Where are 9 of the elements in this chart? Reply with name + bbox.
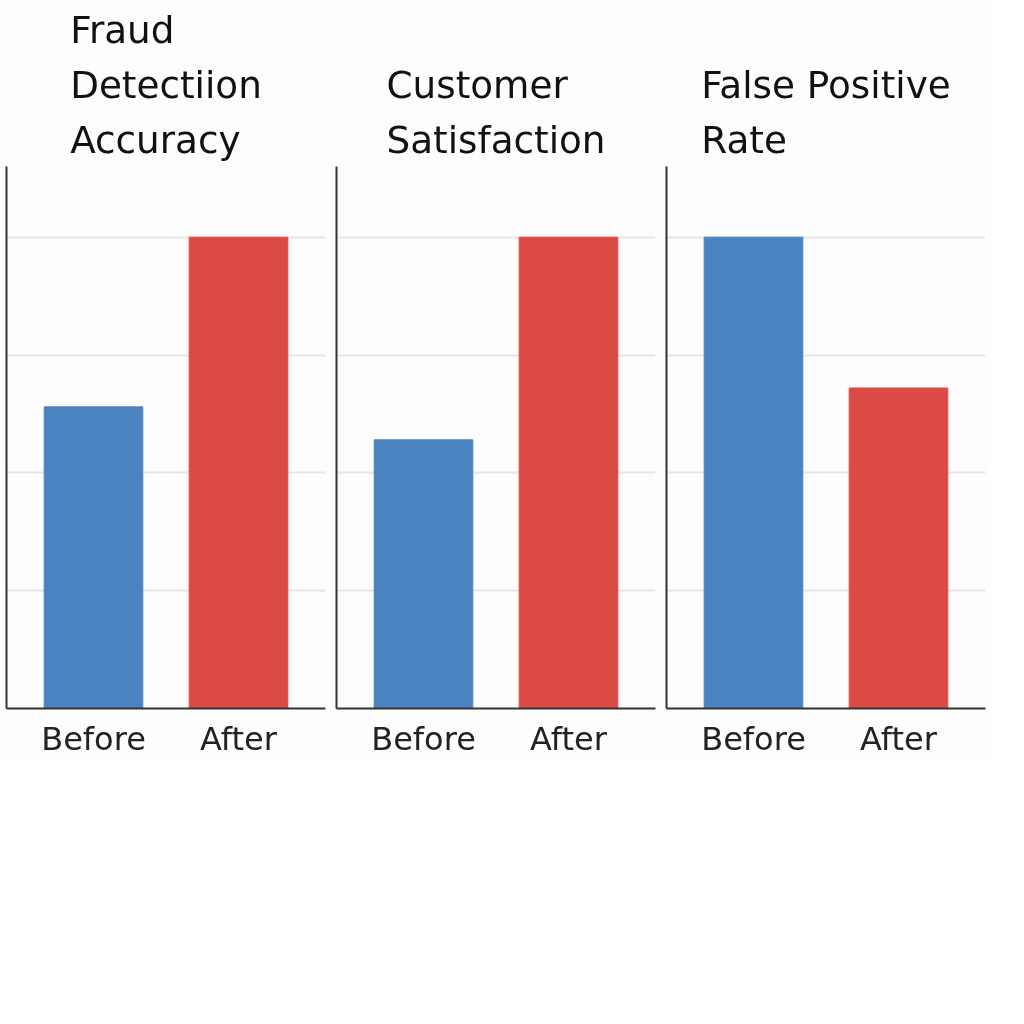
chart-title: Fraud Detectiion Accuracy (70, 7, 262, 162)
chart-title: Customer Satisfaction (386, 62, 606, 162)
x-tick-label: After (530, 719, 608, 758)
x-tick-label: After (200, 719, 278, 758)
x-tick-label: Before (371, 719, 476, 758)
x-tick-label: Before (701, 719, 806, 758)
chart-title: False Positive Rate (701, 62, 951, 162)
x-tick-label: Before (41, 719, 146, 758)
x-tick-label: After (860, 719, 938, 758)
